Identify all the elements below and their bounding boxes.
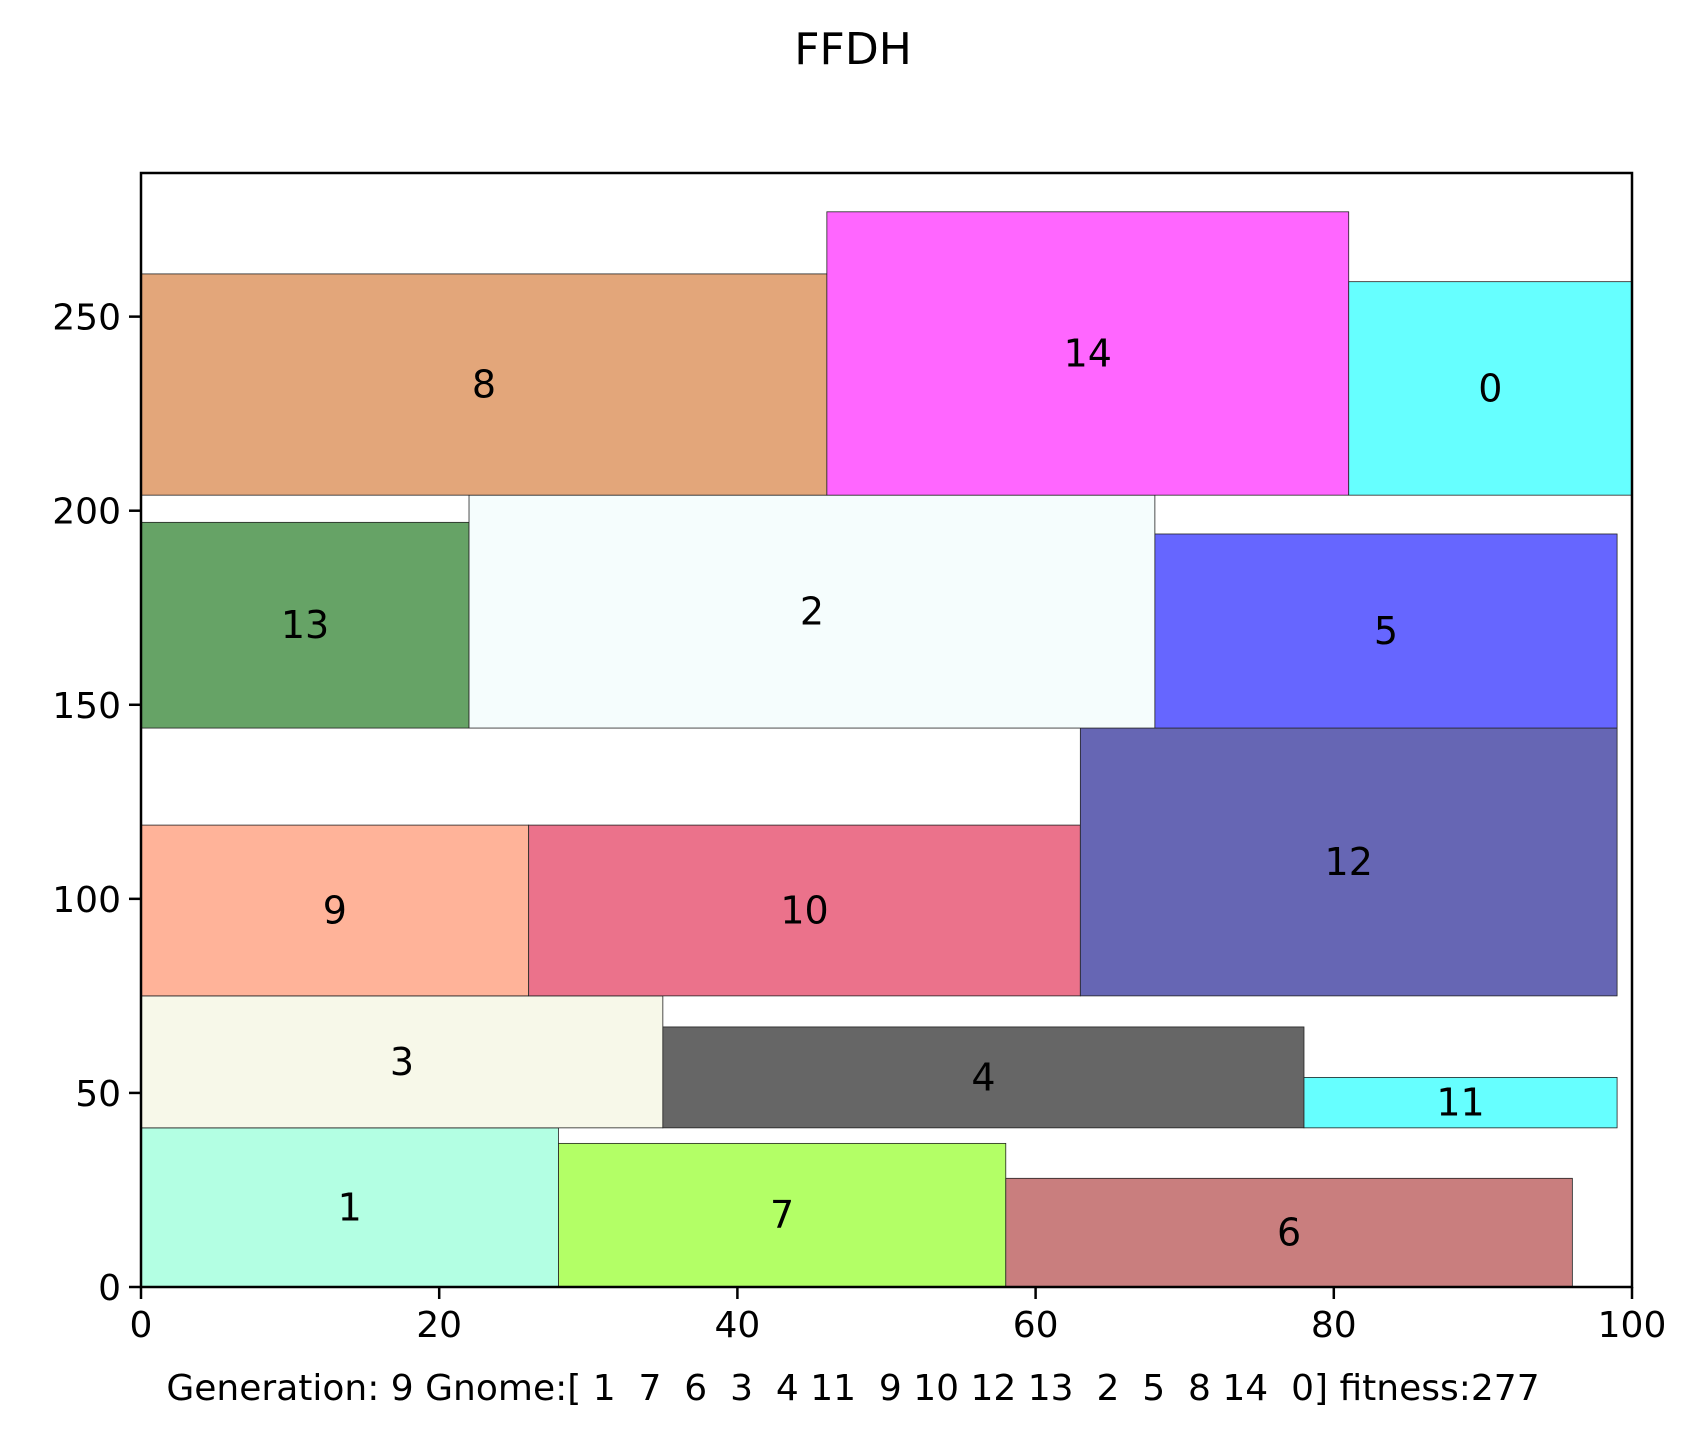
packed-rect-3 xyxy=(140,995,664,1129)
packed-rect-2 xyxy=(468,494,1156,729)
x-tick-label: 100 xyxy=(1598,1305,1667,1346)
packed-rect-1 xyxy=(140,1127,559,1288)
rect-label-6: 6 xyxy=(1277,1211,1301,1255)
rect-label-8: 8 xyxy=(472,363,496,407)
rect-label-12: 12 xyxy=(1325,840,1373,884)
rect-label-4: 4 xyxy=(971,1055,995,1099)
y-tick-label: 150 xyxy=(52,686,121,727)
packed-rect-11 xyxy=(1303,1076,1618,1129)
packed-rect-6 xyxy=(1005,1177,1573,1288)
rect-label-5: 5 xyxy=(1374,609,1398,653)
packed-rect-4 xyxy=(662,1026,1305,1129)
packed-rect-12 xyxy=(1079,727,1618,997)
packed-rect-10 xyxy=(528,824,1081,997)
x-tick-label: 60 xyxy=(1013,1305,1059,1346)
x-tick-label: 20 xyxy=(416,1305,462,1346)
packed-rect-5 xyxy=(1154,533,1618,729)
rect-label-9: 9 xyxy=(323,888,347,932)
packed-rect-0 xyxy=(1348,281,1633,496)
rect-label-10: 10 xyxy=(780,888,828,932)
packed-rect-9 xyxy=(140,824,530,997)
y-tick-label: 200 xyxy=(52,492,121,533)
rect-label-2: 2 xyxy=(800,590,824,634)
packed-rect-13 xyxy=(140,521,470,729)
packed-rect-14 xyxy=(826,211,1350,496)
rect-label-14: 14 xyxy=(1064,331,1112,375)
rect-label-13: 13 xyxy=(281,603,329,647)
x-tick-label: 80 xyxy=(1311,1305,1357,1346)
x-tick-label: 40 xyxy=(714,1305,760,1346)
axes-frame xyxy=(139,171,1634,1289)
rect-label-7: 7 xyxy=(770,1193,794,1237)
rect-label-11: 11 xyxy=(1436,1081,1484,1125)
packed-rect-8 xyxy=(140,273,828,496)
packed-rect-7 xyxy=(558,1142,1007,1288)
rect-label-1: 1 xyxy=(338,1185,362,1229)
y-tick-label: 0 xyxy=(98,1268,121,1309)
y-tick-label: 250 xyxy=(52,298,121,339)
x-tick-label: 0 xyxy=(130,1305,153,1346)
y-tick-label: 100 xyxy=(52,880,121,921)
chart-footer: Generation: 9 Gnome:[ 1 7 6 3 4 11 9 10 … xyxy=(166,1368,1540,1409)
rect-label-3: 3 xyxy=(390,1040,414,1084)
rect-label-0: 0 xyxy=(1478,366,1502,410)
y-tick-label: 50 xyxy=(75,1074,121,1115)
chart-title: FFDH xyxy=(794,24,912,75)
